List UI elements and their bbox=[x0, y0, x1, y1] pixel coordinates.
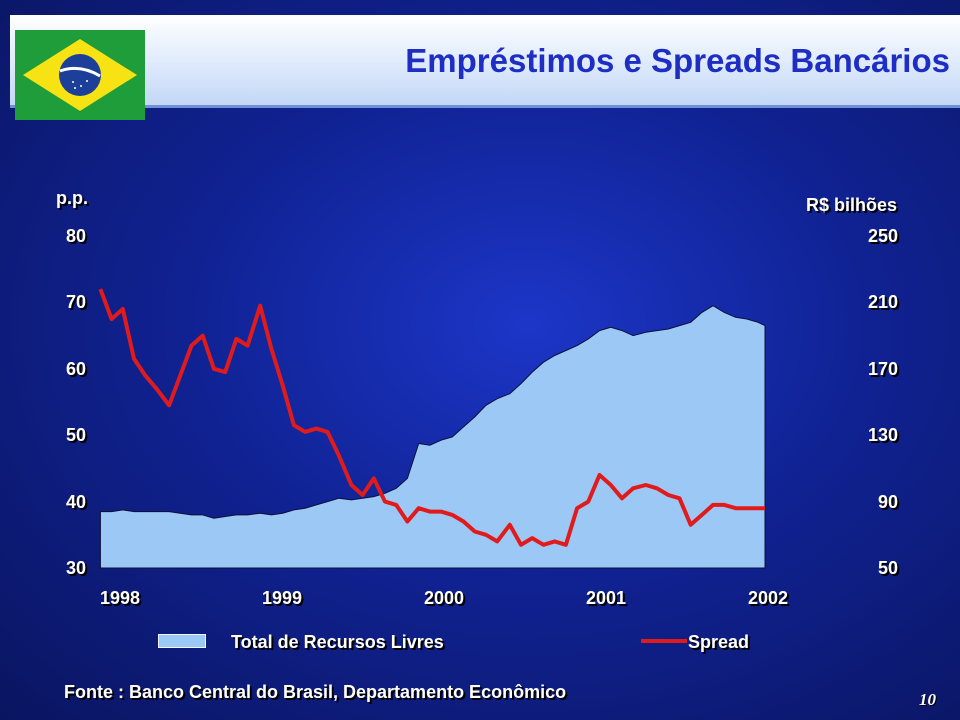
source-note: Fonte : Banco Central do Brasil, Departa… bbox=[64, 682, 567, 702]
left-tick-label: 40 bbox=[65, 492, 86, 512]
legend-line-swatch bbox=[641, 639, 687, 643]
left-axis-title: p.p. bbox=[56, 188, 88, 208]
x-tick-label: 1999 bbox=[261, 588, 303, 608]
right-tick-label: 90 bbox=[877, 492, 898, 512]
x-tick-label: 2001 bbox=[585, 588, 627, 608]
x-tick-label: 2002 bbox=[747, 588, 789, 608]
right-tick-label: 130 bbox=[867, 425, 898, 445]
page-title: Empréstimos e Spreads Bancários bbox=[405, 42, 950, 79]
left-tick-label: 70 bbox=[65, 292, 86, 312]
left-tick-label: 80 bbox=[65, 226, 86, 246]
right-tick-label: 250 bbox=[867, 226, 898, 246]
left-tick-label: 60 bbox=[65, 359, 86, 379]
x-tick-label: 2000 bbox=[423, 588, 465, 608]
header-band bbox=[10, 15, 960, 108]
legend-area-label: Total de Recursos Livres bbox=[231, 632, 444, 652]
left-tick-label: 50 bbox=[65, 425, 86, 445]
legend-area-swatch bbox=[158, 634, 206, 648]
line-series-spread bbox=[98, 288, 765, 547]
right-tick-label: 170 bbox=[867, 359, 898, 379]
area-series-total-recursos-livres bbox=[99, 305, 766, 569]
left-tick-label: 30 bbox=[65, 558, 86, 578]
brazil-flag-icon bbox=[15, 30, 145, 120]
legend-line-label: Spread bbox=[688, 632, 750, 652]
right-axis-title: R$ bilhões bbox=[806, 195, 898, 215]
right-tick-label: 50 bbox=[877, 558, 898, 578]
right-tick-label: 210 bbox=[867, 292, 898, 312]
page-number: 10 bbox=[919, 690, 936, 709]
x-tick-label: 1998 bbox=[99, 588, 141, 608]
